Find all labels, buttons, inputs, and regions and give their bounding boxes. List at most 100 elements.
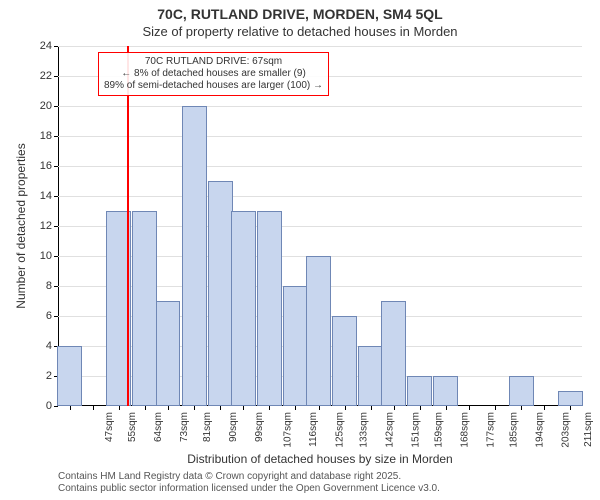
y-tick-mark (54, 256, 58, 257)
x-tick-mark (394, 406, 395, 410)
chart-subtitle: Size of property relative to detached ho… (0, 24, 600, 39)
histogram-bar (306, 256, 331, 406)
y-tick-mark (54, 166, 58, 167)
y-tick-mark (54, 136, 58, 137)
x-tick-mark (243, 406, 244, 410)
x-tick-mark (168, 406, 169, 410)
chart-container: 70C, RUTLAND DRIVE, MORDEN, SM4 5QL Size… (0, 0, 600, 500)
info-box-line3: 89% of semi-detached houses are larger (… (104, 80, 323, 92)
x-tick-label: 47sqm (104, 412, 115, 442)
y-tick-mark (54, 286, 58, 287)
y-axis-label: Number of detached properties (14, 46, 34, 406)
y-tick-mark (54, 196, 58, 197)
x-tick-label: 73sqm (179, 412, 190, 442)
x-tick-mark (70, 406, 71, 410)
x-tick-label: 55sqm (127, 412, 138, 442)
x-tick-mark (145, 406, 146, 410)
x-tick-mark (544, 406, 545, 410)
x-tick-label: 142sqm (384, 412, 395, 448)
y-tick-label: 20 (40, 100, 52, 112)
x-tick-label: 90sqm (228, 412, 239, 442)
x-tick-label: 64sqm (153, 412, 164, 442)
x-tick-mark (345, 406, 346, 410)
y-tick-label: 8 (46, 280, 52, 292)
footer-line-2: Contains public sector information licen… (58, 483, 440, 495)
x-tick-label: 159sqm (433, 412, 444, 448)
gridline (58, 196, 582, 197)
x-tick-mark (420, 406, 421, 410)
x-tick-mark (220, 406, 221, 410)
histogram-bar (182, 106, 207, 406)
x-tick-mark (269, 406, 270, 410)
x-tick-mark (295, 406, 296, 410)
x-tick-mark (570, 406, 571, 410)
x-tick-mark (119, 406, 120, 410)
y-tick-label: 4 (46, 340, 52, 352)
histogram-bar (332, 316, 357, 406)
histogram-bar (257, 211, 282, 406)
x-tick-mark (495, 406, 496, 410)
x-tick-label: 81sqm (202, 412, 213, 442)
histogram-bar (156, 301, 181, 406)
x-tick-mark (521, 406, 522, 410)
histogram-bar (407, 376, 432, 406)
histogram-bar (57, 346, 82, 406)
x-tick-mark (371, 406, 372, 410)
x-tick-label: 107sqm (283, 412, 294, 448)
x-tick-mark (446, 406, 447, 410)
x-tick-label: 133sqm (358, 412, 369, 448)
histogram-bar (283, 286, 308, 406)
plot-area: 02468101214161820222447sqm55sqm64sqm73sq… (58, 46, 582, 406)
y-tick-label: 18 (40, 130, 52, 142)
y-tick-mark (54, 76, 58, 77)
footer-attribution: Contains HM Land Registry data © Crown c… (58, 471, 440, 494)
y-tick-label: 22 (40, 70, 52, 82)
x-tick-label: 177sqm (486, 412, 497, 448)
gridline (58, 46, 582, 47)
x-tick-mark (469, 406, 470, 410)
histogram-bar (132, 211, 157, 406)
x-tick-mark (93, 406, 94, 410)
footer-line-1: Contains HM Land Registry data © Crown c… (58, 471, 440, 483)
gridline (58, 106, 582, 107)
y-tick-label: 10 (40, 250, 52, 262)
histogram-bar (433, 376, 458, 406)
gridline (58, 166, 582, 167)
histogram-bar (208, 181, 233, 406)
y-tick-label: 6 (46, 310, 52, 322)
reference-line (127, 46, 129, 406)
x-tick-mark (319, 406, 320, 410)
x-tick-label: 125sqm (335, 412, 346, 448)
y-tick-mark (54, 316, 58, 317)
y-tick-mark (54, 106, 58, 107)
info-box-line1: 70C RUTLAND DRIVE: 67sqm (104, 56, 323, 68)
histogram-bar (381, 301, 406, 406)
x-tick-label: 211sqm (583, 412, 594, 447)
x-tick-label: 116sqm (308, 412, 319, 447)
y-tick-mark (54, 406, 58, 407)
x-tick-label: 185sqm (509, 412, 520, 448)
y-tick-label: 2 (46, 370, 52, 382)
x-tick-label: 151sqm (410, 412, 421, 448)
x-tick-label: 168sqm (459, 412, 470, 448)
x-tick-label: 203sqm (561, 412, 572, 448)
x-tick-mark (194, 406, 195, 410)
chart-title: 70C, RUTLAND DRIVE, MORDEN, SM4 5QL (0, 6, 600, 22)
y-tick-mark (54, 46, 58, 47)
y-tick-label: 14 (40, 190, 52, 202)
y-tick-label: 12 (40, 220, 52, 232)
histogram-bar (558, 391, 583, 406)
histogram-bar (358, 346, 383, 406)
histogram-bar (231, 211, 256, 406)
histogram-bar (509, 376, 534, 406)
gridline (58, 136, 582, 137)
info-box-line2: ← 8% of detached houses are smaller (9) (104, 68, 323, 80)
x-axis-label: Distribution of detached houses by size … (58, 452, 582, 466)
x-tick-label: 99sqm (254, 412, 265, 442)
y-tick-mark (54, 226, 58, 227)
x-tick-label: 194sqm (535, 412, 546, 448)
y-tick-label: 24 (40, 40, 52, 52)
info-box: 70C RUTLAND DRIVE: 67sqm← 8% of detached… (98, 52, 329, 96)
y-tick-label: 0 (46, 400, 52, 412)
y-tick-label: 16 (40, 160, 52, 172)
